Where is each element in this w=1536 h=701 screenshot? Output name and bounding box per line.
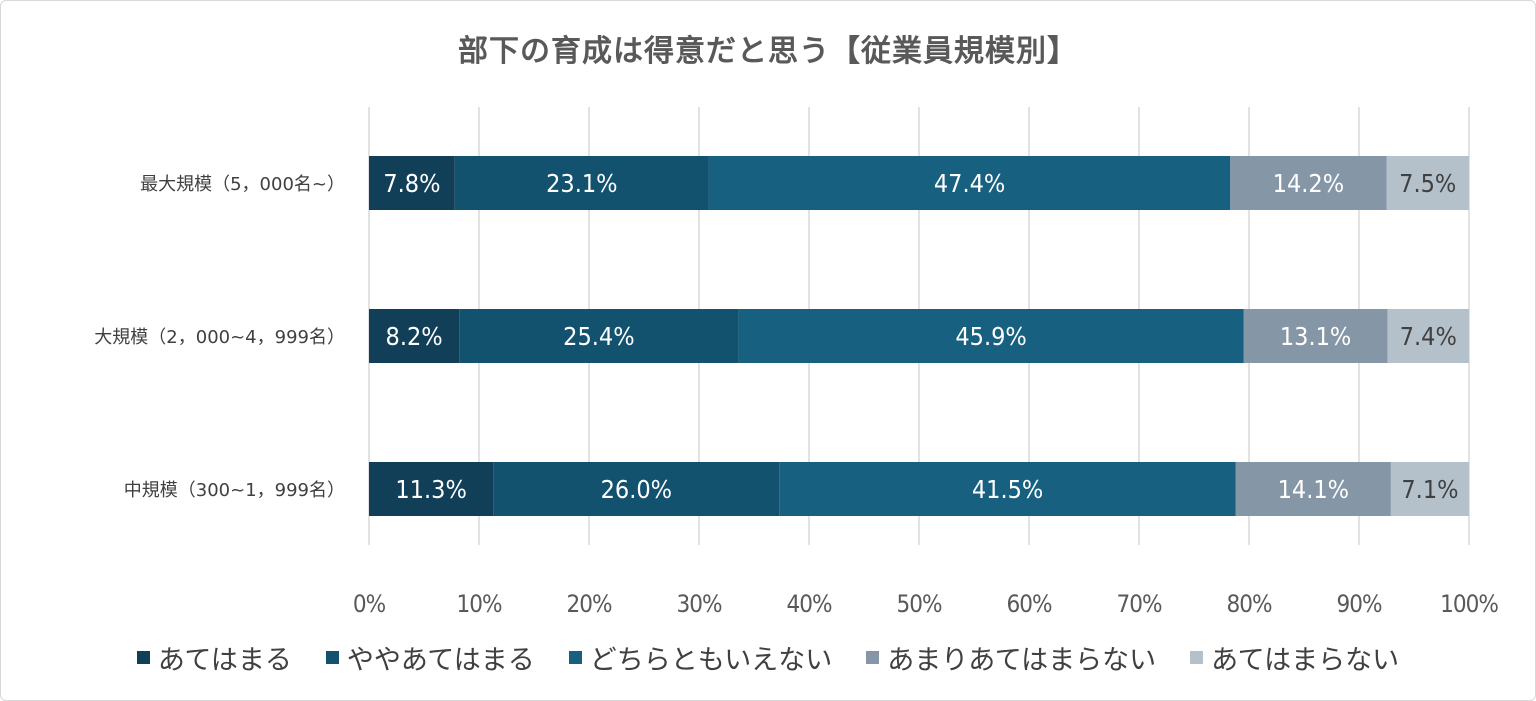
bar-segment: [1390, 462, 1469, 516]
bar-segment: [493, 462, 780, 516]
legend-item: ややあてはまる: [325, 638, 535, 677]
bar-segment: [779, 462, 1236, 516]
data-label: 11.3%: [395, 475, 466, 504]
legend-label: ややあてはまる: [346, 645, 535, 676]
data-label: 23.1%: [546, 169, 617, 198]
x-tick-label: 20%: [567, 590, 612, 618]
data-label: 7.8%: [383, 169, 440, 198]
data-label: 8.2%: [386, 322, 443, 351]
data-label: 7.5%: [1399, 169, 1456, 198]
data-label: 7.1%: [1401, 475, 1458, 504]
x-tick-label: 70%: [1117, 590, 1162, 618]
x-tick-label: 50%: [897, 590, 942, 618]
bar-segment: [369, 309, 460, 363]
bar-segment: [459, 309, 739, 363]
x-tick-label: 90%: [1337, 590, 1382, 618]
x-tick-label: 0%: [353, 590, 386, 618]
x-tick-label: 40%: [787, 590, 832, 618]
data-label: 7.4%: [1400, 322, 1457, 351]
data-label: 41.5%: [972, 475, 1043, 504]
legend-label: あまりあてはまらない: [887, 645, 1157, 676]
x-tick-label: 10%: [457, 590, 502, 618]
data-label: 26.0%: [601, 475, 672, 504]
legend-swatch: [136, 651, 150, 664]
category-label: 最大規模（5，000名~）: [140, 174, 345, 195]
legend-swatch: [866, 651, 880, 664]
bar-segment: [1386, 156, 1469, 210]
x-tick-label: 80%: [1227, 590, 1272, 618]
data-label: 47.4%: [934, 169, 1005, 198]
bar-segment: [738, 309, 1244, 363]
data-label: 14.2%: [1273, 169, 1344, 198]
data-label: 25.4%: [563, 322, 634, 351]
bar-segment: [1243, 309, 1388, 363]
chart-title: 部下の育成は得意だと思う【従業員規模別】: [458, 34, 1078, 69]
category-label: 中規模（300~1，999名）: [124, 480, 345, 501]
legend-item: あてはまる: [136, 638, 292, 677]
bar-segment: [454, 156, 709, 210]
legend-swatch: [325, 651, 339, 664]
category-label: 大規模（2，000~4，999名）: [94, 327, 345, 348]
data-label: 14.1%: [1278, 475, 1349, 504]
bar-segment: [1230, 156, 1387, 210]
data-label: 45.9%: [955, 322, 1026, 351]
legend-swatch: [568, 651, 582, 664]
legend-item: どちらともいえない: [568, 638, 833, 677]
legend-label: あてはまる: [157, 645, 292, 676]
legend-label: どちらともいえない: [589, 645, 833, 676]
legend-item: あまりあてはまらない: [866, 638, 1156, 677]
bar-segment: [369, 462, 494, 516]
legend-item: あてはまらない: [1190, 638, 1399, 677]
bar-segment: [369, 156, 455, 210]
x-tick-label: 100%: [1440, 590, 1498, 618]
data-label: 13.1%: [1280, 322, 1351, 351]
legend: あてはまる ややあてはまる どちらともいえない あまりあてはまらない あてはまらない: [0, 638, 1536, 677]
legend-swatch: [1190, 651, 1204, 664]
bar-segment: [1387, 309, 1469, 363]
x-tick-label: 60%: [1007, 590, 1052, 618]
bar-segment: [708, 156, 1231, 210]
bar-segment: [1235, 462, 1391, 516]
legend-label: あてはまらない: [1211, 645, 1400, 676]
x-tick-label: 30%: [677, 590, 722, 618]
